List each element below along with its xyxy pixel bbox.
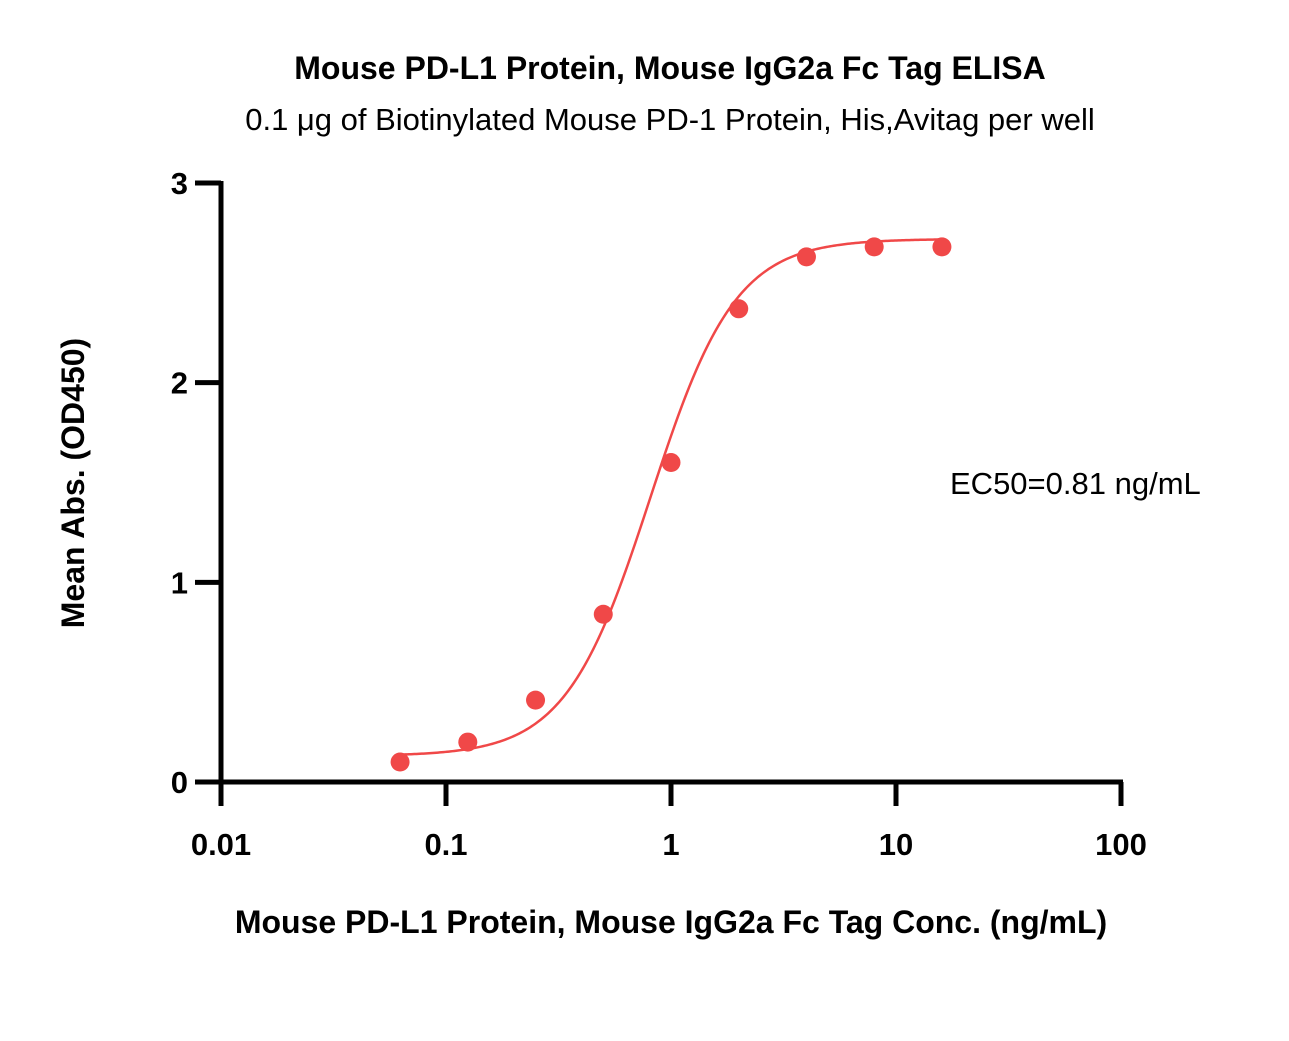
data-point (729, 299, 749, 319)
x-tick-label: 0.01 (191, 827, 251, 862)
y-axis-label: Mean Abs. (OD450) (55, 338, 91, 628)
y-tick-label: 2 (171, 366, 188, 401)
y-tick-label: 0 (171, 765, 188, 800)
y-tick-label: 3 (171, 166, 188, 201)
data-point (864, 237, 884, 257)
data-point (932, 237, 952, 257)
y-axis: 0 1 2 3 (171, 166, 224, 800)
x-tick-label: 100 (1095, 827, 1147, 862)
x-axis: 0.01 0.1 1 10 100 (191, 779, 1147, 862)
data-point (661, 453, 681, 473)
data-points-layer (390, 237, 952, 772)
data-point (796, 247, 816, 267)
fit-curve (400, 238, 942, 756)
x-tick-label: 0.1 (424, 827, 467, 862)
data-point (390, 752, 410, 772)
x-tick-label: 10 (879, 827, 913, 862)
data-point (458, 732, 478, 752)
x-tick-label: 1 (662, 827, 679, 862)
chart-subtitle: 0.1 μg of Biotinylated Mouse PD-1 Protei… (245, 102, 1095, 137)
data-point (526, 690, 546, 710)
y-tick-label: 1 (171, 565, 188, 600)
ec50-annotation: EC50=0.81 ng/mL (950, 466, 1201, 501)
chart-title: Mouse PD-L1 Protein, Mouse IgG2a Fc Tag … (294, 50, 1046, 86)
x-axis-label: Mouse PD-L1 Protein, Mouse IgG2a Fc Tag … (235, 904, 1107, 940)
data-point (593, 604, 613, 624)
fit-curve-layer (400, 238, 942, 756)
